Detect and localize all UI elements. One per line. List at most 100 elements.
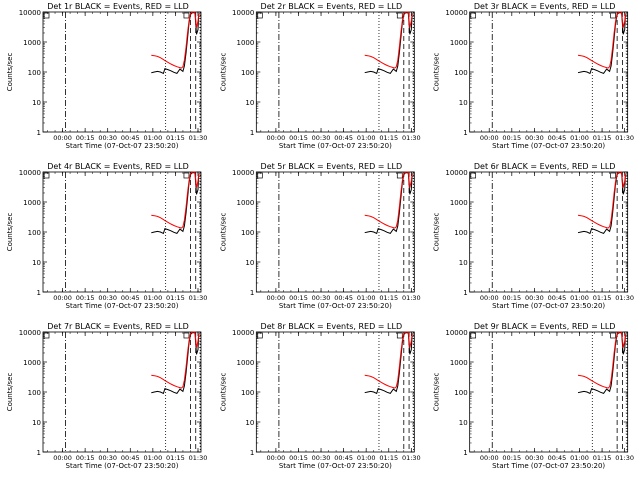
panel-title: Det 4r BLACK = Events, RED = LLD [47, 162, 189, 171]
corner-box-right [183, 332, 190, 339]
y-tick-label: 1 [463, 449, 467, 457]
x-tick-label: 00:15 [502, 294, 521, 302]
x-tick-label: 01:15 [379, 294, 398, 302]
plot-frame [255, 11, 415, 133]
x-tick-label: 00:30 [98, 134, 117, 142]
y-tick-label: 10000 [232, 329, 254, 337]
y-axis-label: Counts/sec [433, 373, 441, 412]
panel-7r: Det 7r BLACK = Events, RED = LLD 1 10 100 10… [6, 322, 207, 470]
y-tick-label: 1000 [237, 359, 255, 367]
series-line-lld [364, 331, 413, 389]
x-tick-label: 00:00 [267, 134, 286, 142]
x-tick-label: 00:45 [548, 294, 567, 302]
x-axis-label: Start Time (07-Oct-07 23:50:20) [492, 462, 605, 470]
x-tick-label: 01:00 [143, 454, 162, 462]
x-tick-label: 00:15 [76, 454, 95, 462]
y-tick-label: 10 [32, 99, 41, 107]
y-tick-label: 10 [32, 419, 41, 427]
corner-box-right [396, 172, 403, 179]
x-axis-label: Start Time (07-Oct-07 23:50:20) [66, 142, 179, 150]
corner-box-left [256, 172, 263, 179]
x-axis-label: Start Time (07-Oct-07 23:50:20) [66, 302, 179, 310]
y-tick-label: 10000 [232, 169, 254, 177]
panel-title: Det 8r BLACK = Events, RED = LLD [261, 322, 403, 331]
y-tick-label: 100 [241, 389, 254, 397]
x-tick-label: 01:15 [593, 454, 612, 462]
y-tick-label: 10 [459, 259, 468, 267]
series-line-lld [577, 11, 626, 69]
series-line-lld [151, 331, 200, 389]
y-tick-label: 10000 [232, 9, 254, 17]
x-tick-label: 01:15 [379, 134, 398, 142]
x-tick-label: 00:45 [121, 454, 140, 462]
corner-box-right [183, 12, 190, 19]
y-axis-label: Counts/sec [219, 213, 227, 252]
panel-1r: Det 1r BLACK = Events, RED = LLD 1 10 100 10… [6, 2, 207, 150]
series-line-events [364, 172, 413, 235]
corner-box-left [43, 172, 50, 179]
panel-5r: Det 5r BLACK = Events, RED = LLD 1 10 100 10… [219, 162, 420, 310]
y-axis-label: Counts/sec [433, 53, 441, 92]
x-tick-label: 01:30 [402, 294, 421, 302]
x-tick-label: 00:30 [312, 294, 331, 302]
x-tick-label: 01:30 [189, 294, 208, 302]
y-tick-label: 1000 [23, 39, 41, 47]
y-tick-label: 100 [28, 69, 41, 77]
panel-2r: Det 2r BLACK = Events, RED = LLD 1 10 100 10… [219, 2, 420, 150]
x-tick-label: 00:45 [334, 134, 353, 142]
x-tick-label: 00:30 [525, 454, 544, 462]
y-tick-label: 100 [454, 69, 467, 77]
x-tick-label: 00:00 [267, 294, 286, 302]
panel-4r: Det 4r BLACK = Events, RED = LLD 1 10 100 10… [6, 162, 207, 310]
plot-frame [469, 331, 629, 453]
y-tick-label: 1000 [23, 199, 41, 207]
y-tick-label: 10 [245, 419, 254, 427]
x-tick-label: 00:00 [53, 454, 72, 462]
y-tick-label: 1 [37, 289, 41, 297]
y-axis-label: Counts/sec [219, 373, 227, 412]
x-tick-label: 01:15 [379, 454, 398, 462]
panel-title: Det 7r BLACK = Events, RED = LLD [47, 322, 189, 331]
y-tick-label: 10000 [445, 329, 467, 337]
y-tick-label: 100 [28, 389, 41, 397]
panel-title: Det 1r BLACK = Events, RED = LLD [47, 2, 189, 11]
x-tick-label: 01:00 [570, 294, 589, 302]
x-tick-label: 00:00 [480, 134, 499, 142]
x-tick-label: 01:00 [143, 134, 162, 142]
series-line-events [364, 12, 413, 75]
x-tick-label: 00:15 [76, 134, 95, 142]
x-tick-label: 01:15 [166, 454, 185, 462]
corner-box-left [470, 172, 477, 179]
y-tick-label: 1 [37, 449, 41, 457]
x-tick-label: 00:00 [480, 454, 499, 462]
y-tick-label: 1 [250, 129, 254, 137]
x-tick-label: 00:00 [53, 294, 72, 302]
x-tick-label: 00:15 [502, 454, 521, 462]
corner-box-right [610, 12, 616, 19]
x-tick-label: 01:30 [615, 454, 634, 462]
series-line-lld [577, 171, 626, 229]
y-tick-label: 10000 [19, 9, 41, 17]
y-tick-label: 100 [28, 229, 41, 237]
series-line-lld [364, 11, 413, 69]
x-tick-label: 01:30 [189, 454, 208, 462]
x-tick-label: 00:45 [548, 134, 567, 142]
series-line-lld [151, 11, 200, 69]
x-tick-label: 00:30 [312, 454, 331, 462]
x-tick-label: 00:15 [289, 454, 308, 462]
corner-box-right [610, 332, 616, 339]
x-tick-label: 00:45 [334, 294, 353, 302]
x-axis-label: Start Time (07-Oct-07 23:50:20) [279, 302, 392, 310]
corner-box-left [43, 332, 50, 339]
x-tick-label: 00:30 [98, 454, 117, 462]
panel-9r: Det 9r BLACK = Events, RED = LLD 1 10 100 10… [433, 322, 634, 470]
panel-title: Det 3r BLACK = Events, RED = LLD [474, 2, 616, 11]
y-tick-label: 10 [459, 419, 468, 427]
panel-8r: Det 8r BLACK = Events, RED = LLD 1 10 100 10… [219, 322, 420, 470]
x-tick-label: 00:30 [312, 134, 331, 142]
y-tick-label: 1000 [23, 359, 41, 367]
y-tick-label: 10 [245, 259, 254, 267]
y-tick-label: 10 [245, 99, 254, 107]
x-tick-label: 00:00 [267, 454, 286, 462]
y-axis-label: Counts/sec [6, 373, 14, 412]
